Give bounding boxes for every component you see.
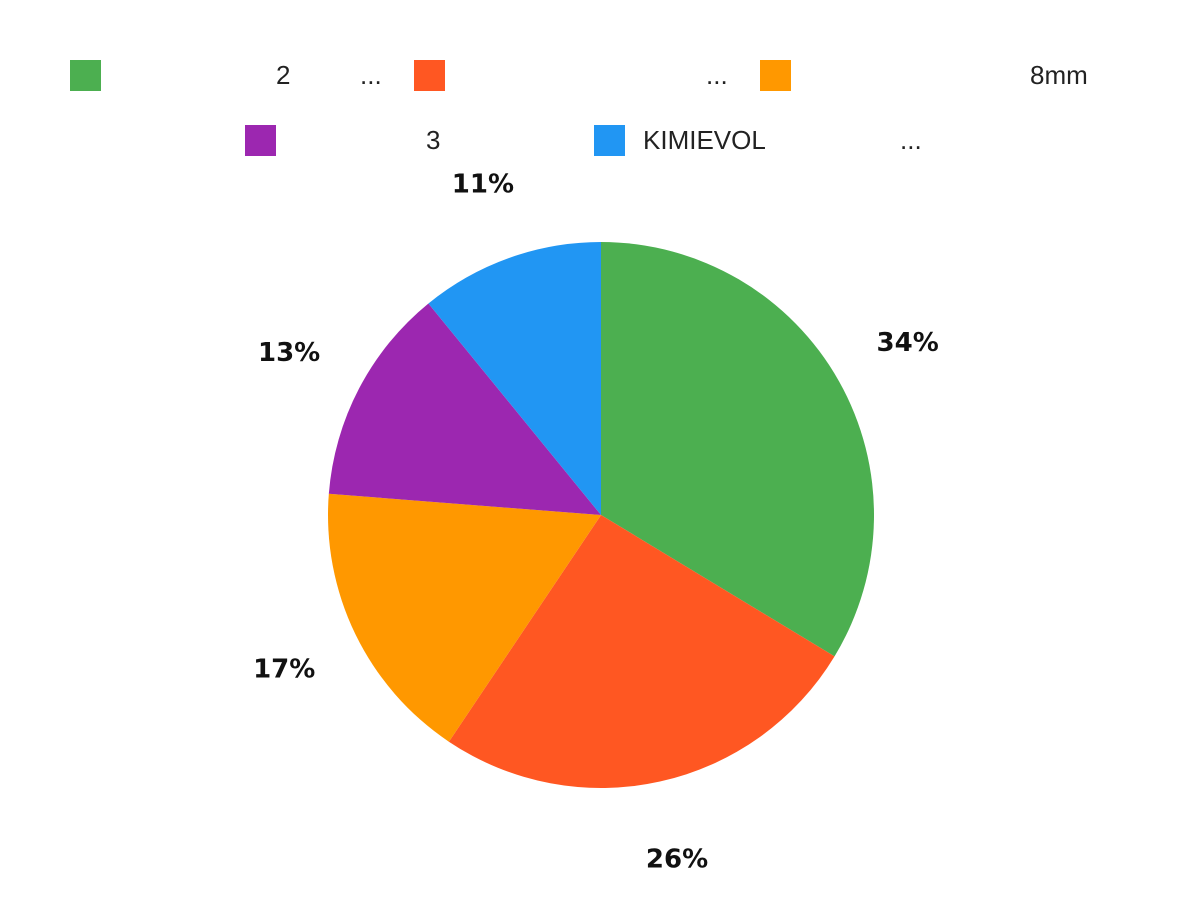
slice-label-4: 11%: [452, 169, 514, 199]
legend-swatch-1[interactable]: [414, 60, 445, 91]
pie-slice-4[interactable]: [428, 242, 601, 515]
slice-label-3: 13%: [258, 338, 320, 368]
legend-swatch-2[interactable]: [760, 60, 791, 91]
slice-label-0: 34%: [877, 328, 939, 358]
legend-ellipsis-0: ...: [360, 60, 382, 90]
pie-slice-2[interactable]: [327, 493, 601, 742]
legend-label-0: 2: [276, 60, 291, 90]
legend-ellipsis-4: ...: [900, 125, 922, 155]
pie-slice-1[interactable]: [448, 515, 835, 789]
pie-slice-3[interactable]: [328, 303, 601, 515]
legend-label-2: 8mm: [1030, 60, 1088, 90]
slice-label-2: 17%: [253, 654, 315, 684]
legend-swatch-4[interactable]: [594, 125, 625, 156]
pie-slice-0[interactable]: [601, 242, 874, 657]
legend-label-3: 3: [426, 125, 441, 155]
legend-ellipsis-1: ...: [706, 60, 728, 90]
legend-label-4: KIMIEVOL: [643, 125, 766, 155]
legend-swatch-0[interactable]: [70, 60, 101, 91]
legend-swatch-3[interactable]: [245, 125, 276, 156]
slice-label-1: 26%: [646, 845, 708, 875]
